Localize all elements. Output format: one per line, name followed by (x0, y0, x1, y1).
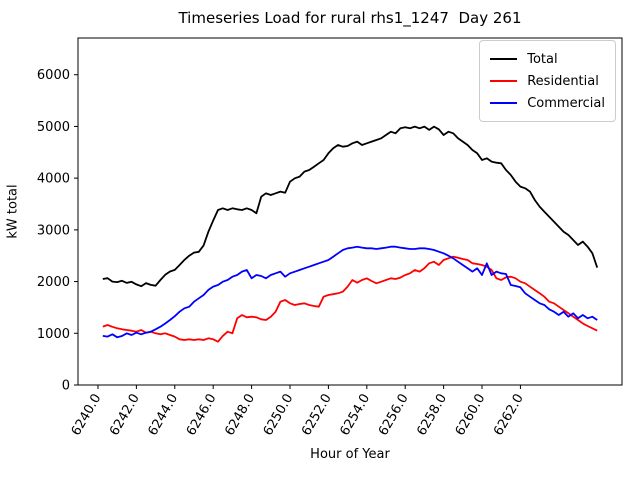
y-tick-label: 5000 (37, 120, 70, 135)
legend-line-sample (490, 102, 518, 104)
x-tick-label: 6242.0 (107, 392, 143, 439)
legend-box: Total Residential Commercial (479, 40, 616, 122)
commercial-line (102, 245, 598, 339)
axes-frame (77, 37, 623, 386)
y-tick-label: 1000 (37, 327, 70, 342)
x-tick-label: 6248.0 (222, 392, 258, 439)
legend-label: Residential (527, 73, 599, 89)
x-tick-label: 6256.0 (376, 392, 412, 439)
x-tick-label: 6240.0 (69, 392, 105, 439)
x-tick-label: 6260.0 (453, 391, 489, 438)
x-tick-label: 6258.0 (414, 392, 450, 439)
legend-label: Total (527, 51, 558, 67)
y-tick-label: 2000 (37, 275, 70, 290)
legend-line-sample (490, 80, 518, 82)
y-axis-label: kW total (5, 184, 21, 239)
x-tick-label: 6252.0 (299, 392, 335, 439)
legend-line-sample (490, 58, 518, 60)
y-tick-label: 3000 (37, 223, 70, 238)
x-axis-label: Hour of Year (310, 447, 390, 462)
y-tick-label: 0 (62, 379, 70, 394)
legend-item-residential: Residential (490, 70, 605, 92)
residential-line (102, 255, 598, 343)
legend-label: Commercial (527, 95, 605, 111)
x-tick-label: 6246.0 (184, 392, 220, 439)
y-tick-label: 4000 (37, 172, 70, 187)
legend-item-commercial: Commercial (490, 92, 605, 114)
x-tick-label: 6262.0 (491, 392, 527, 439)
legend-item-total: Total (490, 48, 605, 70)
x-tick-label: 6244.0 (146, 392, 182, 439)
x-tick-label: 6250.0 (261, 392, 297, 439)
total-line (102, 125, 599, 288)
x-tick-label: 6254.0 (338, 392, 374, 439)
chart-title: Timeseries Load for rural rhs1_1247 Day … (178, 9, 522, 27)
y-tick-label: 6000 (37, 68, 70, 83)
